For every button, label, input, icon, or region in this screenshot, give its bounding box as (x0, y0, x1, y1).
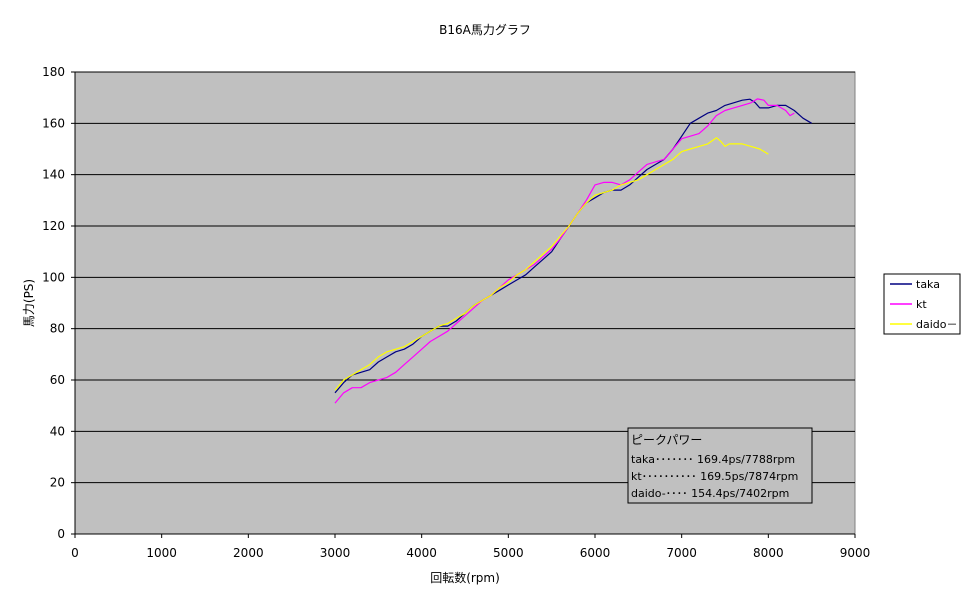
x-tick-label: 2000 (233, 546, 264, 560)
y-tick-label: 120 (42, 219, 65, 233)
annotation-line-taka: taka･･･････ 169.4ps/7788rpm (631, 453, 795, 466)
x-tick-label: 7000 (666, 546, 697, 560)
annotation-box (627, 427, 813, 504)
y-axis-label: 馬力(PS) (22, 279, 36, 327)
y-tick-label: 20 (50, 476, 65, 490)
x-tick-label: 1000 (146, 546, 177, 560)
axes: 0 20 40 60 80 100 120 140 160 180 0 1000 2000 3000 400… (42, 65, 870, 560)
y-tick-label: 80 (50, 322, 65, 336)
y-tick-label: 140 (42, 168, 65, 182)
x-tick-label: 3000 (320, 546, 351, 560)
chart-title: B16A馬力グラフ (439, 23, 531, 37)
annotation-line-daido: daido-････ 154.4ps/7402rpm (631, 487, 789, 500)
annotation-line-kt: kt･･････････ 169.5ps/7874rpm (631, 470, 798, 483)
legend-label: kt (916, 298, 927, 311)
legend-label: taka (916, 278, 940, 291)
y-tick-label: 40 (50, 424, 65, 438)
y-tick-label: 180 (42, 65, 65, 79)
y-tick-label: 0 (57, 527, 65, 541)
annotation-title: ピークパワー (631, 433, 702, 447)
x-axis-label: 回転数(rpm) (430, 570, 500, 585)
x-tick-label: 8000 (753, 546, 784, 560)
x-tick-label: 6000 (580, 546, 611, 560)
x-tick-label: 0 (71, 546, 79, 560)
series-lines (334, 98, 813, 404)
series-line-2 (334, 137, 769, 391)
x-tick-label: 5000 (493, 546, 524, 560)
legend-label: daido－ (916, 318, 958, 331)
x-tick-label: 4000 (406, 546, 437, 560)
y-tick-label: 100 (42, 270, 65, 284)
y-tick-label: 160 (42, 116, 65, 130)
legend: taka kt daido－ (883, 273, 961, 335)
peak-power-annotation: ピークパワー taka･･･････ 169.4ps/7788rpm kt･･･… (627, 427, 813, 504)
y-tick-label: 60 (50, 373, 65, 387)
x-tick-label: 9000 (840, 546, 871, 560)
